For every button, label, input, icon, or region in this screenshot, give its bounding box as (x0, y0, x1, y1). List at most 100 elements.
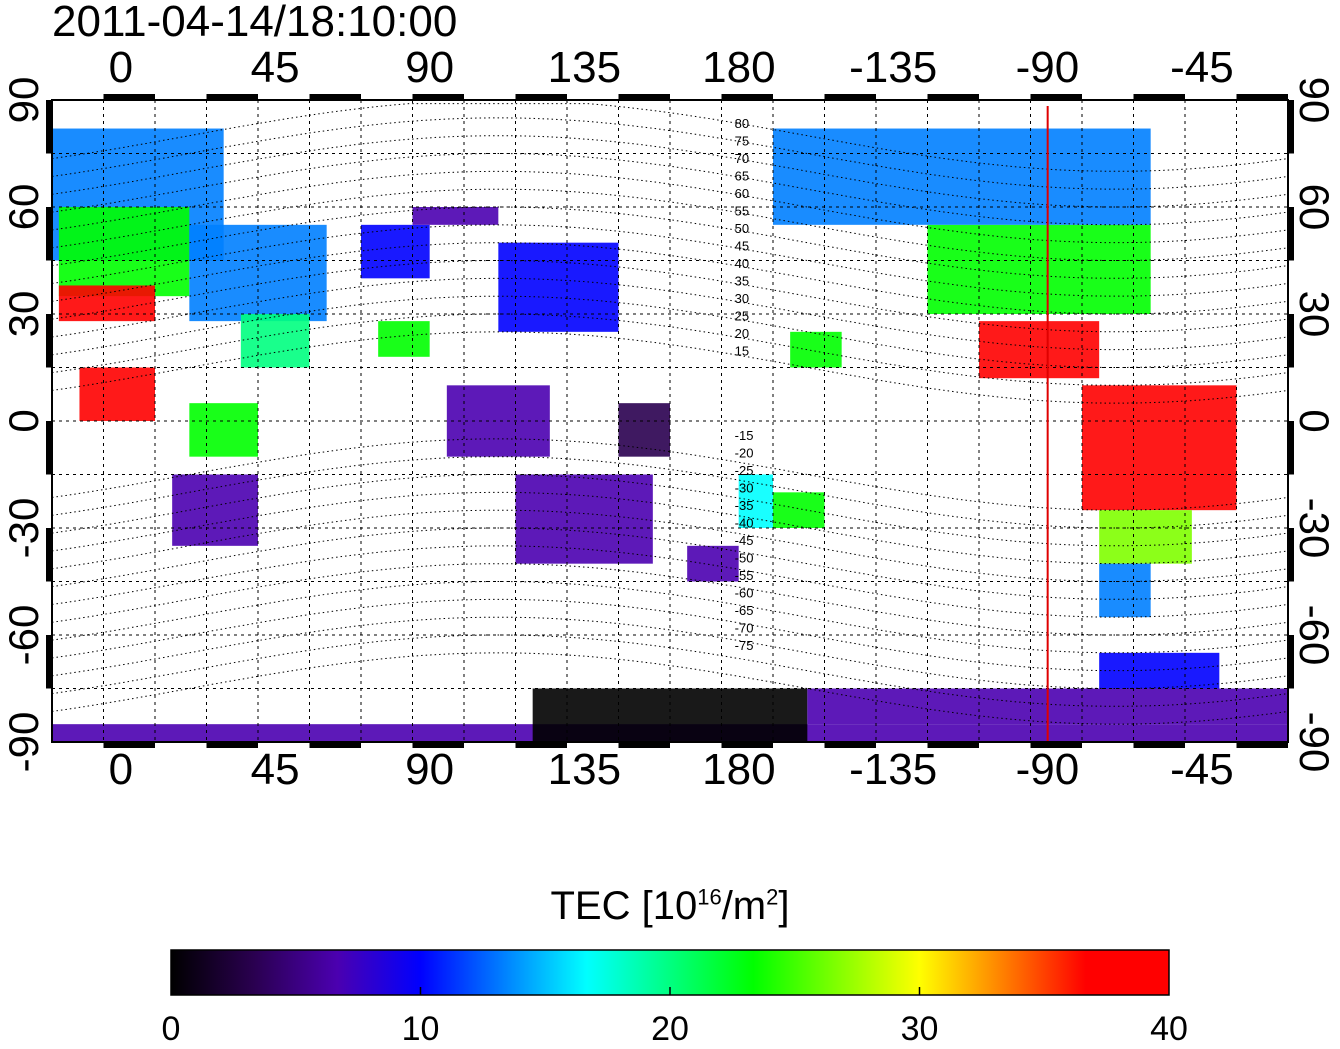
contour-label: 45 (735, 239, 749, 254)
frame-segment (309, 742, 361, 748)
tec-patch (773, 492, 825, 528)
contour-label: 25 (735, 309, 749, 324)
frame-segment (412, 94, 464, 100)
contour-label: -35 (735, 498, 754, 513)
tec-patch (412, 207, 499, 225)
tec-patch (446, 385, 550, 457)
lon-tick-top: 90 (405, 43, 455, 92)
lat-tick-right: 60 (1291, 183, 1338, 231)
contour-label: 30 (735, 291, 749, 306)
contour-label: -20 (735, 446, 754, 461)
frame-segment (46, 421, 52, 475)
frame-segment (206, 742, 258, 748)
colorbar-title: TEC [1016/m2] (0, 884, 1340, 929)
colorbar-title-unit: /m (721, 884, 767, 928)
colorbar-title-suffix: ] (778, 884, 790, 928)
contour-label: -65 (735, 603, 754, 618)
colorbar-tick-label: 30 (900, 1010, 939, 1048)
tec-patch (58, 285, 155, 322)
frame-segment (412, 742, 464, 748)
contour-label: 65 (735, 169, 749, 184)
lon-tick-bottom: 180 (702, 745, 776, 794)
tec-patch (790, 331, 842, 368)
lon-tick-bottom: -135 (849, 745, 938, 794)
contour-label: -40 (735, 516, 754, 531)
contour-label: -15 (735, 428, 754, 443)
lon-tick-bottom: 90 (405, 745, 455, 794)
lat-tick-left: 60 (0, 183, 47, 231)
lat-tick-right: 90 (1291, 76, 1338, 124)
tec-patch (979, 321, 1100, 379)
contour-label: -50 (735, 551, 754, 566)
frame-segment (1288, 421, 1294, 475)
contour-label: -55 (735, 568, 754, 583)
frame-segment (824, 94, 876, 100)
lat-tick-left: -90 (0, 711, 47, 773)
lon-tick-top: -135 (849, 43, 938, 92)
tec-patch (1099, 652, 1220, 689)
contour-label: 15 (735, 344, 749, 359)
frame-segment (46, 314, 52, 368)
lon-tick-top: 45 (250, 43, 300, 92)
lat-tick-right: -30 (1291, 497, 1338, 559)
colorbar-title-exponent2: 2 (766, 884, 779, 910)
frame-segment (618, 94, 670, 100)
contour-label: -70 (735, 621, 754, 636)
lon-tick-bottom: -90 (1015, 745, 1080, 794)
frame-segment (1288, 528, 1294, 582)
lon-tick-bottom: 135 (547, 745, 622, 794)
tec-patch (189, 403, 258, 457)
frame-segment (206, 94, 258, 100)
timestamp-title: 2011-04-14/18:10:00 (52, 0, 458, 46)
contour-label: 80 (735, 116, 749, 131)
frame-segment (103, 94, 155, 100)
lat-tick-left: -30 (0, 497, 47, 559)
lat-tick-right: 0 (1291, 409, 1338, 433)
frame-segment (1288, 100, 1294, 154)
tec-patch (738, 474, 773, 528)
frame-segment (1133, 742, 1185, 748)
tec-patch (498, 242, 619, 332)
tec-patch (361, 224, 430, 279)
lat-tick-left: 0 (0, 409, 47, 433)
frame-segment (1030, 742, 1082, 748)
tec-patch (378, 321, 430, 357)
frame-segment (515, 742, 567, 748)
lon-tick-top: -90 (1015, 43, 1080, 92)
colorbar-tick-label: 10 (401, 1010, 440, 1048)
tec-patch (189, 224, 327, 322)
contour-label: -75 (735, 638, 754, 653)
contour-label: -60 (735, 586, 754, 601)
contour-label: 55 (735, 204, 749, 219)
frame-segment (927, 94, 979, 100)
frame-segment (46, 635, 52, 689)
tec-patch (240, 314, 310, 368)
contour-label: 35 (735, 274, 749, 289)
contour-label: 40 (735, 256, 749, 271)
lat-tick-right: -90 (1291, 711, 1338, 773)
tec-patch (58, 207, 190, 297)
tec-patch (515, 474, 653, 564)
frame-segment (1288, 207, 1294, 261)
tec-patch (927, 224, 1151, 314)
colorbar-tick-label: 0 (161, 1010, 181, 1048)
frame-segment (721, 742, 773, 748)
tec-patch (79, 367, 155, 421)
frame-segment (824, 742, 876, 748)
contour-label: 60 (735, 186, 749, 201)
tec-patch (1099, 563, 1151, 618)
colorbar-tick-label: 20 (651, 1010, 689, 1048)
colorbar-title-prefix: TEC [10 (550, 884, 698, 928)
lon-tick-bottom: -45 (1170, 745, 1234, 794)
lat-tick-left: 90 (0, 76, 47, 124)
lat-tick-right: 30 (1291, 290, 1338, 338)
frame-segment (1236, 742, 1288, 748)
frame-segment (309, 94, 361, 100)
contour-label: -25 (735, 463, 754, 478)
frame-segment (46, 528, 52, 582)
tec-patch (1082, 385, 1237, 511)
tec-patch (773, 128, 1151, 225)
contour-label: 50 (735, 221, 749, 236)
